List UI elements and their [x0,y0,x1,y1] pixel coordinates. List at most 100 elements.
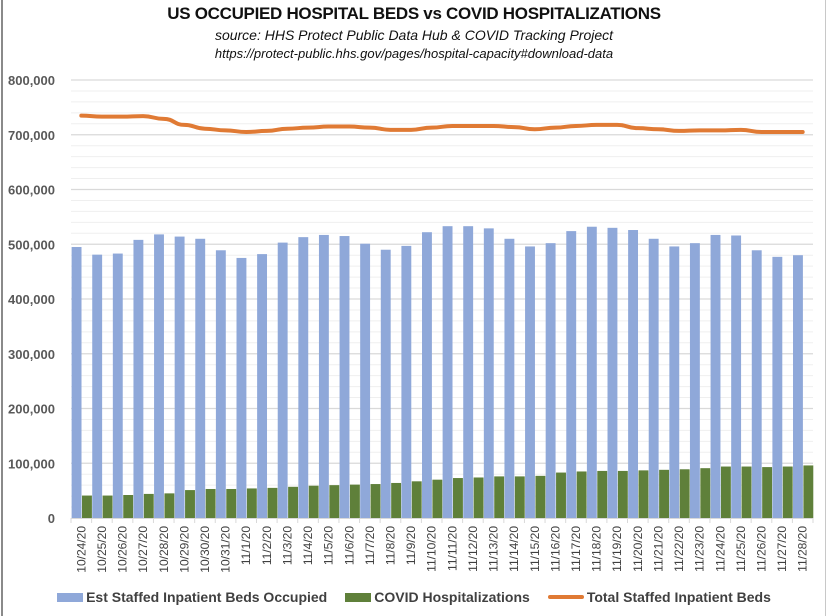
bar-covid-hospitalizations [411,481,422,518]
bar-covid-hospitalizations [432,479,443,518]
y-tick-label: 0 [48,511,55,526]
bar-covid-hospitalizations [349,484,360,518]
legend-item-total-beds: Total Staffed Inpatient Beds [547,589,771,605]
bar-covid-hospitalizations [143,493,154,518]
x-tick-label: 11/15/20 [528,526,542,572]
x-axis-ticks: 10/24/20 10/25/20 10/26/20 10/27/20 10/28/20… [74,526,809,573]
legend-item-covid: COVID Hospitalizations [345,589,530,605]
bar-covid-hospitalizations [803,465,814,518]
bar-covid-hospitalizations [267,487,278,518]
x-tick-label: 11/28/20 [796,526,810,572]
bar-beds-occupied [751,250,762,518]
bar-beds-occupied [710,234,721,518]
x-tick-label: 11/18/20 [590,526,604,572]
x-tick-label: 10/31/20 [219,526,233,573]
y-tick-label: 700,000 [8,128,55,143]
x-tick-label: 11/10/20 [425,526,439,572]
bar-covid-hospitalizations [556,472,566,518]
bar-beds-occupied [380,249,391,518]
x-tick-label: 11/13/20 [487,526,501,572]
bar-covid-hospitalizations [123,495,134,518]
bar-beds-occupied [257,254,268,519]
x-tick-label: 11/27/20 [775,526,789,572]
bars [71,226,814,519]
bar-beds-occupied [648,238,659,518]
right-border [825,0,826,616]
x-tick-label: 11/2/20 [260,526,274,565]
x-tick-label: 11/25/20 [734,526,748,572]
x-tick-label: 11/17/20 [569,526,583,572]
x-tick-label: 11/14/20 [507,526,521,572]
chart-subtitle: source: HHS Protect Public Data Hub & CO… [214,27,614,43]
bar-beds-occupied [339,236,350,518]
bar-covid-hospitalizations [185,490,195,518]
bar-beds-occupied [112,253,123,518]
x-tick-label: 11/20/20 [631,526,645,572]
x-tick-label: 11/4/20 [301,526,315,565]
bar-beds-occupied [566,231,577,519]
y-tick-label: 100,000 [8,456,55,471]
bar-covid-hospitalizations [494,476,505,518]
legend-swatch-total-beds [547,595,584,599]
bar-beds-occupied [215,250,226,518]
bar-covid-hospitalizations [782,466,793,518]
x-tick-label: 11/3/20 [280,526,294,565]
x-tick-label: 11/9/20 [404,526,418,565]
bar-beds-occupied [607,227,618,518]
x-tick-label: 11/16/20 [548,526,562,572]
source-url: https://protect-public.hhs.gov/pages/hos… [214,46,614,61]
x-tick-label: 10/30/20 [198,526,212,573]
bar-covid-hospitalizations [391,482,402,518]
bar-covid-hospitalizations [205,488,216,518]
y-tick-label: 600,000 [8,183,55,198]
x-tick-label: 11/1/20 [239,526,253,565]
bar-beds-occupied [689,243,700,518]
bar-covid-hospitalizations [741,466,752,518]
x-tick-label: 11/22/20 [672,526,686,572]
x-tick-label: 10/28/20 [157,526,171,573]
bar-covid-hospitalizations [473,477,484,518]
bar-covid-hospitalizations [700,468,711,518]
bar-beds-occupied [71,246,82,519]
bar-beds-occupied [772,256,783,518]
legend: Est Staffed Inpatient Beds Occupied COVI… [0,586,828,608]
x-tick-label: 11/12/20 [466,526,480,572]
x-tick-label: 10/26/20 [116,526,130,573]
x-tick-label: 11/7/20 [363,526,377,565]
x-tick-label: 11/24/20 [713,526,727,572]
bar-covid-hospitalizations [617,470,628,518]
bar-beds-occupied [731,235,742,519]
line-total-staffed-beds [79,113,805,135]
left-border [1,0,3,616]
bar-covid-hospitalizations [82,495,92,518]
bar-covid-hospitalizations [720,466,731,518]
legend-swatch-beds-occupied [57,592,84,602]
x-tick-label: 10/25/20 [95,526,109,573]
bar-covid-hospitalizations [514,476,525,518]
gridlines [71,79,813,508]
bar-beds-occupied [669,246,680,518]
bar-beds-occupied [195,238,206,518]
bar-covid-hospitalizations [638,470,649,518]
x-tick-label: 11/6/20 [342,526,356,565]
bar-beds-occupied [793,255,803,518]
x-tick-label: 11/11/20 [445,526,459,571]
bar-beds-occupied [154,234,164,518]
bar-covid-hospitalizations [164,493,175,518]
bar-covid-hospitalizations [576,471,587,518]
line-series [79,113,805,135]
legend-label-total-beds: Total Staffed Inpatient Beds [586,589,771,605]
y-tick-label: 400,000 [8,292,55,307]
bar-beds-occupied [92,254,103,518]
x-tick-label: 10/29/20 [177,526,191,573]
y-tick-label: 200,000 [8,402,55,417]
x-tick-label: 11/5/20 [322,526,336,565]
bar-beds-occupied [463,226,474,518]
bar-beds-occupied [174,236,185,518]
bar-covid-hospitalizations [453,478,463,518]
x-axis [70,518,814,523]
y-tick-label: 500,000 [8,237,55,252]
legend-swatch-covid [345,592,372,602]
bar-covid-hospitalizations [226,488,237,518]
